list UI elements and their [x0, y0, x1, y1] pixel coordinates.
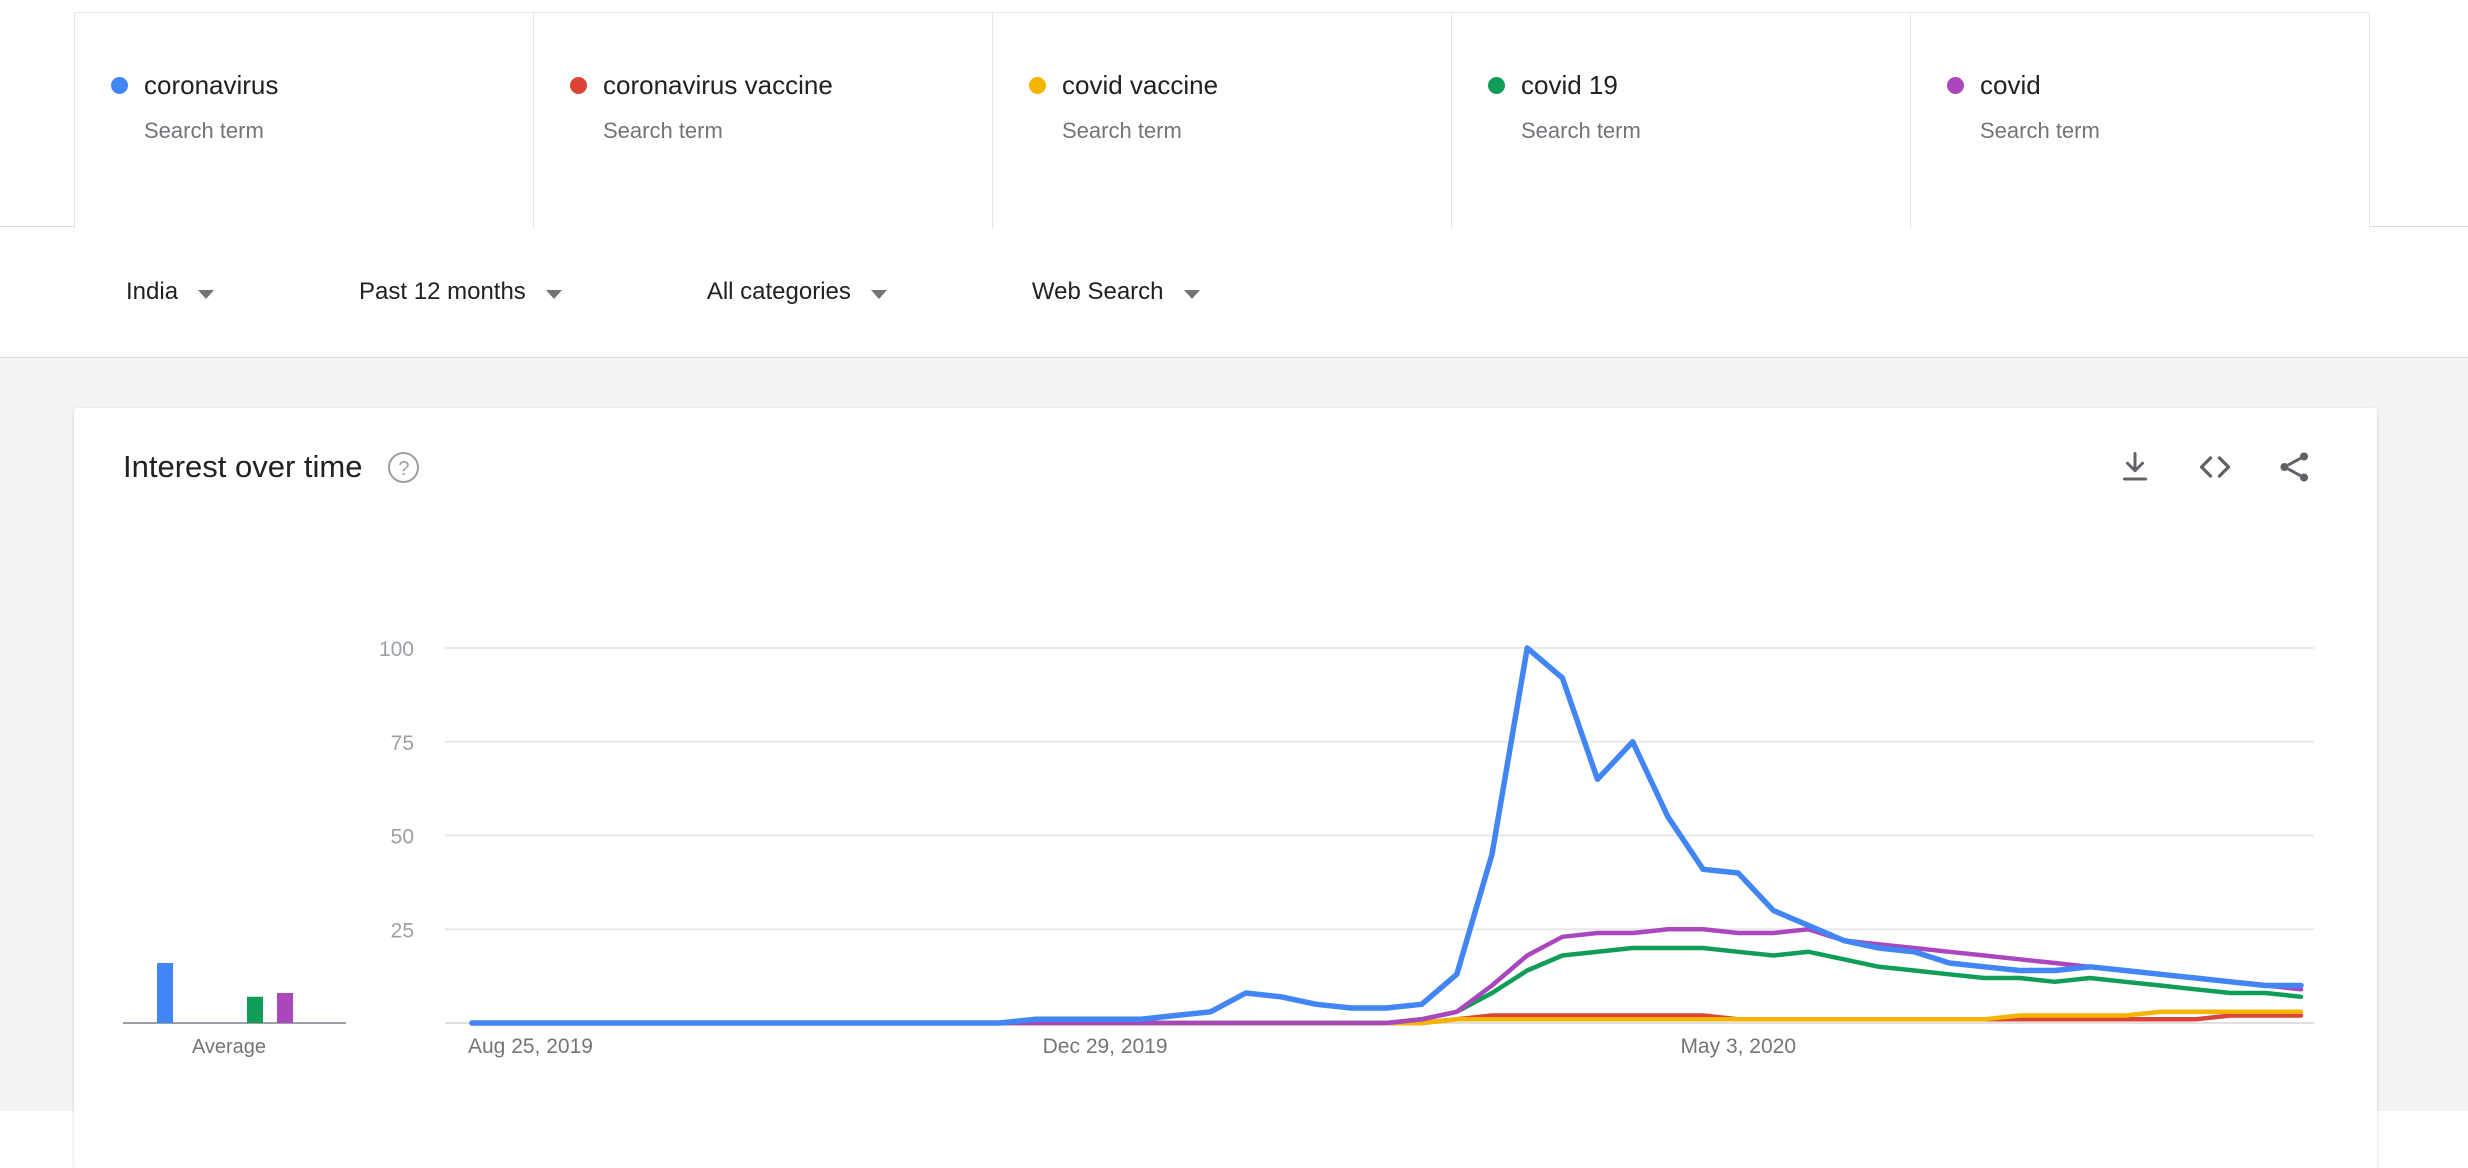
filter-category[interactable]: All categories [707, 278, 887, 306]
term-label: covid vaccine [1062, 70, 1219, 100]
term-label: covid 19 [1521, 70, 1618, 100]
term-type-label: Search term [1062, 118, 1182, 143]
filter-time-range-value: Past 12 months [359, 278, 526, 305]
term-label: coronavirus vaccine [603, 70, 833, 100]
term-type-label: Search term [1521, 118, 1641, 143]
share-icon[interactable] [2277, 449, 2313, 485]
svg-text:May 3, 2020: May 3, 2020 [1680, 1035, 1796, 1058]
term-color-dot [1029, 76, 1046, 94]
term-card-coronavirus[interactable]: coronavirus Search term [74, 12, 534, 228]
filter-search-type-value: Web Search [1031, 278, 1164, 305]
chevron-down-icon [545, 289, 562, 299]
search-terms-row: coronavirus Search term coronavirus vacc… [0, 0, 2468, 228]
help-icon[interactable]: ? [388, 451, 420, 483]
svg-text:100: 100 [379, 638, 414, 661]
filter-category-value: All categories [706, 278, 851, 305]
term-label: coronavirus [144, 70, 279, 100]
term-card-covid-vaccine[interactable]: covid vaccine Search term [992, 12, 1452, 228]
term-card-coronavirus-vaccine[interactable]: coronavirus vaccine Search term [533, 12, 993, 228]
svg-text:Aug 25, 2019: Aug 25, 2019 [468, 1035, 593, 1058]
filters-bar: India Past 12 months All categories Web … [0, 227, 2468, 358]
chevron-down-icon [1183, 289, 1200, 299]
filter-search-type[interactable]: Web Search [1032, 278, 1200, 306]
svg-text:Dec 29, 2019: Dec 29, 2019 [1043, 1035, 1168, 1058]
term-color-dot [1488, 76, 1505, 94]
card-header: Interest over time ? [74, 408, 2377, 526]
svg-text:75: 75 [391, 732, 414, 755]
svg-text:50: 50 [391, 826, 414, 849]
term-card-covid-19[interactable]: covid 19 Search term [1451, 12, 1911, 228]
svg-text:25: 25 [391, 919, 414, 942]
term-type-label: Search term [1980, 118, 2100, 143]
interest-over-time-chart[interactable]: 25 50 75 100 Average Aug 25, 2019 Dec 29, 2019… [74, 526, 2377, 1111]
panel-title: Interest over time [123, 449, 363, 484]
term-color-dot [1947, 76, 1964, 94]
term-type-label: Search term [603, 118, 723, 143]
term-type-label: Search term [144, 118, 264, 143]
filter-geo[interactable]: India [126, 278, 215, 306]
filter-time-range[interactable]: Past 12 months [359, 278, 562, 306]
svg-text:Average: Average [192, 1036, 266, 1058]
term-color-dot [111, 76, 128, 94]
term-card-covid[interactable]: covid Search term [1910, 12, 2370, 228]
term-color-dot [570, 76, 587, 94]
chevron-down-icon [870, 289, 887, 299]
interest-chart-svg[interactable]: 25 50 75 100 Average Aug 25, 2019 Dec 29, 2019… [74, 526, 2377, 1111]
filter-geo-value: India [126, 278, 179, 305]
interest-over-time-card: Interest over time ? [74, 408, 2377, 1168]
chevron-down-icon [198, 289, 215, 299]
download-icon[interactable] [2117, 449, 2153, 485]
page-content: Interest over time ? [0, 358, 2468, 1168]
embed-icon[interactable] [2197, 449, 2233, 485]
term-label: covid [1980, 70, 2041, 100]
